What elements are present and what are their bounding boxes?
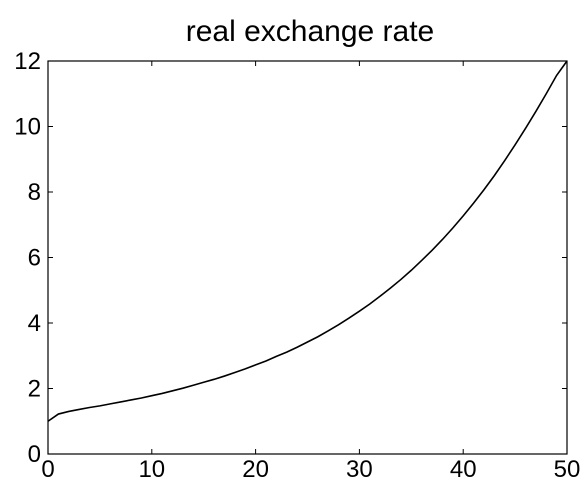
y-tick-label: 4 (28, 310, 41, 337)
x-tick-label: 20 (242, 456, 269, 483)
chart-title: real exchange rate (186, 15, 435, 48)
plot-frame (47, 60, 568, 455)
x-tick-label: 30 (346, 456, 373, 483)
x-tick-label: 40 (450, 456, 477, 483)
series-line (47, 60, 568, 422)
y-tick-label: 6 (28, 245, 41, 272)
y-tick-label: 10 (14, 114, 41, 141)
y-tick-label: 0 (28, 441, 41, 468)
x-tick-label: 0 (41, 456, 54, 483)
x-tick-label: 10 (138, 456, 165, 483)
tick-labels: 0 10 20 30 40 50 0 2 4 6 8 10 12 (14, 48, 580, 483)
axis-ticks (47, 60, 568, 455)
x-tick-label: 50 (554, 456, 581, 483)
y-tick-label: 2 (28, 376, 41, 403)
series-group (47, 60, 568, 422)
y-tick-label: 12 (14, 48, 41, 75)
y-tick-label: 8 (28, 179, 41, 206)
